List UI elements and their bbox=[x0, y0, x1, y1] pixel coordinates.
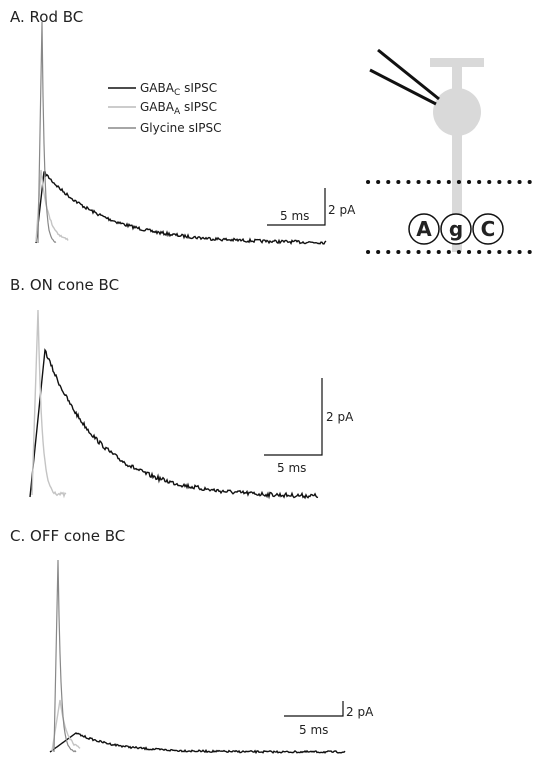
legend-sub: C bbox=[174, 88, 180, 98]
legend-text: sIPSC bbox=[180, 81, 217, 95]
trace bbox=[37, 21, 57, 244]
panel-title: A. Rod BC bbox=[10, 8, 83, 26]
cell-diagram: A g C bbox=[366, 48, 532, 254]
legend-text: GABA bbox=[140, 81, 175, 95]
receptor-label: g bbox=[449, 217, 463, 241]
cell-soma bbox=[433, 88, 481, 136]
scale-label: 5 ms bbox=[280, 209, 309, 223]
legend-label: GABAA sIPSC bbox=[140, 100, 217, 117]
scale-bar bbox=[267, 188, 326, 226]
scale-label: 2 pA bbox=[328, 203, 356, 217]
scale-bars bbox=[264, 188, 344, 717]
traces bbox=[29, 21, 346, 755]
pipette bbox=[377, 48, 440, 101]
scale-label: 2 pA bbox=[346, 705, 374, 719]
panel-title: B. ON cone BC bbox=[10, 276, 119, 294]
panel-title: C. OFF cone BC bbox=[10, 527, 125, 545]
receptor bbox=[408, 213, 440, 245]
trace bbox=[35, 169, 69, 243]
trace bbox=[35, 170, 327, 246]
receptor bbox=[440, 213, 472, 245]
pipette bbox=[369, 68, 437, 106]
legend-label: GABAC sIPSC bbox=[140, 81, 217, 98]
receptor-label: C bbox=[481, 217, 496, 241]
trace bbox=[51, 699, 81, 752]
receptor-label: A bbox=[416, 217, 432, 241]
scale-label: 5 ms bbox=[299, 723, 328, 737]
scale-label: 5 ms bbox=[277, 461, 306, 475]
trace bbox=[49, 732, 346, 755]
legend-sub: A bbox=[174, 107, 181, 117]
legend-text: GABA bbox=[140, 100, 175, 114]
scale-bar bbox=[264, 378, 323, 456]
legend: GABAC sIPSC GABAA sIPSC Glycine sIPSC bbox=[108, 81, 222, 135]
trace bbox=[29, 348, 319, 500]
scale-bar bbox=[284, 701, 344, 717]
scale-label: 2 pA bbox=[326, 410, 354, 424]
trace bbox=[53, 559, 77, 753]
receptor bbox=[472, 213, 504, 245]
legend-text: sIPSC bbox=[180, 100, 217, 114]
cell-axon bbox=[452, 62, 462, 252]
trace bbox=[31, 309, 67, 499]
legend-label: Glycine sIPSC bbox=[140, 121, 222, 135]
